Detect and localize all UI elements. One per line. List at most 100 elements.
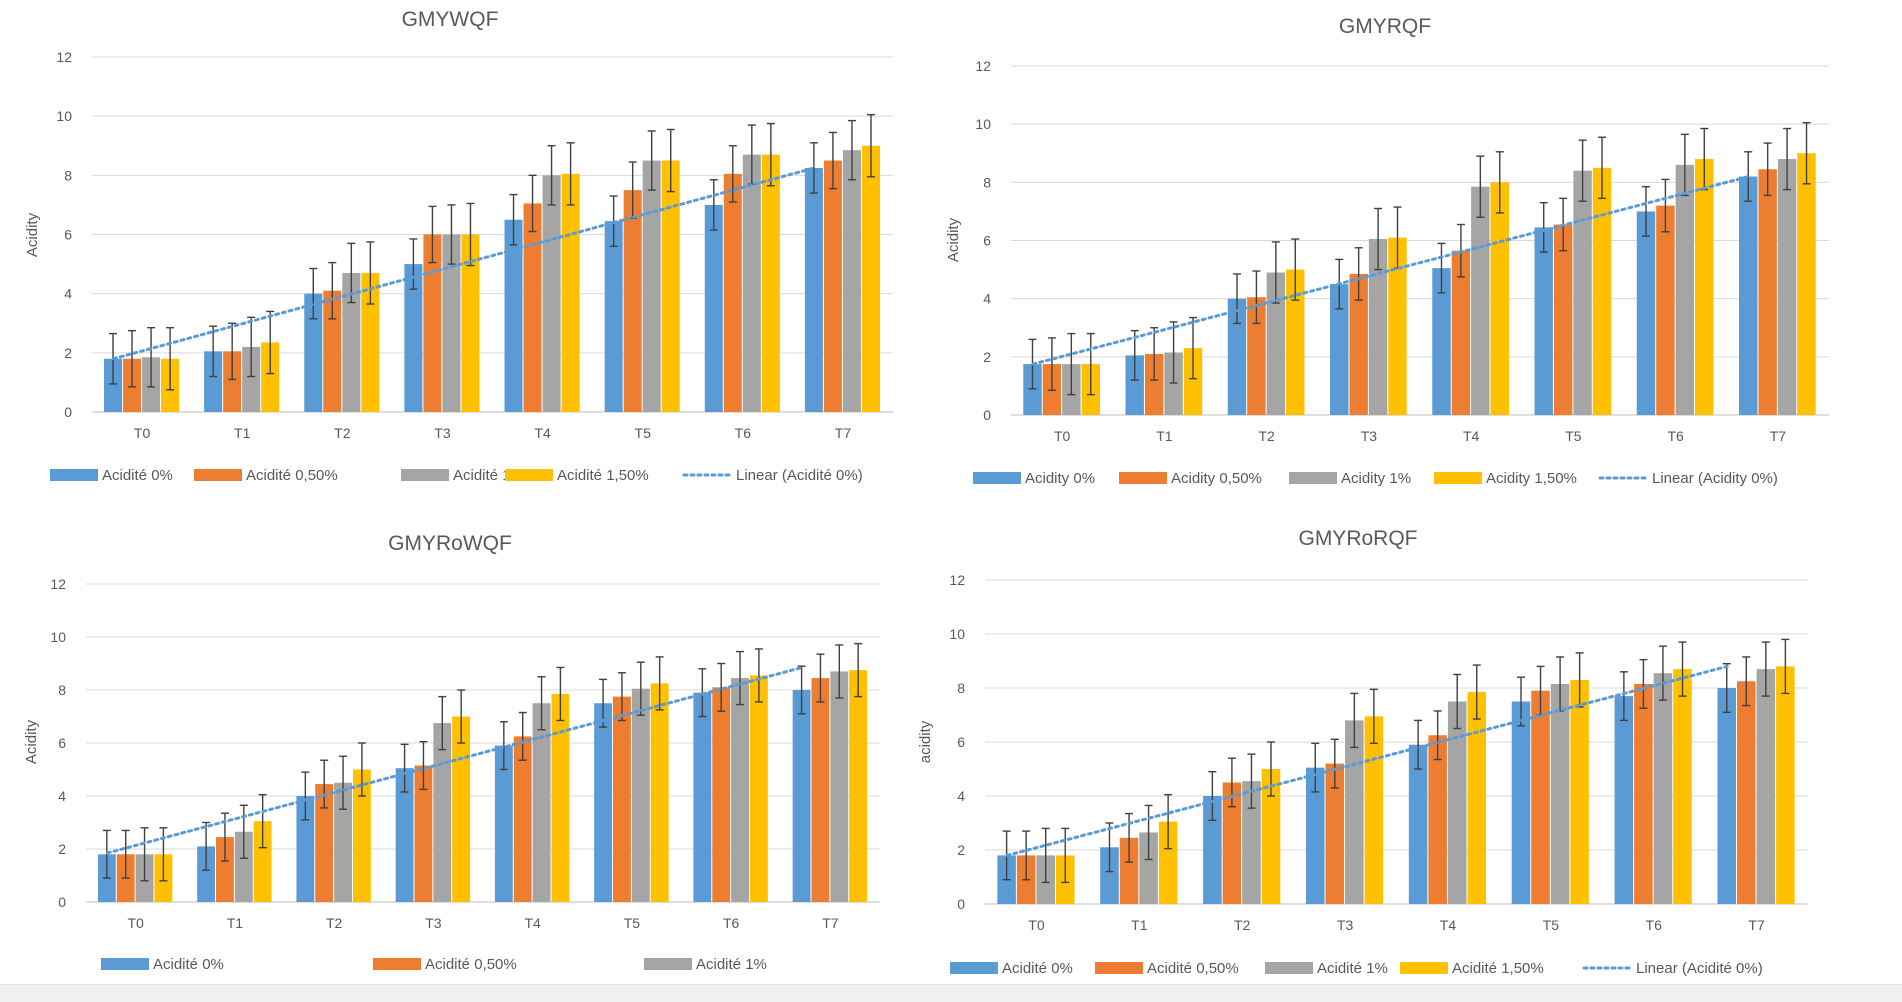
bar-T2-s0 <box>1227 298 1247 415</box>
y-tick-label: 4 <box>64 286 72 302</box>
bar-T5-s0 <box>1534 227 1553 415</box>
bar-T1-s1 <box>1119 837 1139 904</box>
bar-T7-s3 <box>849 670 868 902</box>
bar-T1-s3 <box>1183 348 1203 415</box>
bar-T7-s3 <box>1797 153 1816 415</box>
legend-label: Acidité 1,50% <box>557 467 649 484</box>
chart-title: GMYWQF <box>402 8 499 31</box>
legend-swatch <box>373 958 421 970</box>
y-tick-label: 2 <box>983 349 991 365</box>
x-tick-label: T2 <box>1234 917 1251 933</box>
bar-T0-s0 <box>104 358 123 412</box>
y-tick-label: 12 <box>50 576 66 592</box>
bar-T6-s1 <box>712 687 731 902</box>
y-axis-label: Acidity <box>24 212 41 257</box>
bar-T6-s0 <box>1636 211 1656 415</box>
y-axis-label: Acidity <box>23 719 40 764</box>
bar-T4-s1 <box>513 736 532 902</box>
bar-T1-s2 <box>242 346 261 412</box>
legend-swatch <box>1265 962 1313 974</box>
bar-T4-s3 <box>1467 692 1487 904</box>
bar-T5-s1 <box>1553 224 1573 415</box>
x-tick-label: T5 <box>1565 428 1582 444</box>
y-tick-label: 10 <box>975 116 991 132</box>
y-tick-label: 6 <box>58 735 66 751</box>
bar-T3-s2 <box>442 234 461 412</box>
bar-T1-s2 <box>234 831 253 902</box>
legend-label: Acidité 0% <box>1002 960 1073 977</box>
x-tick-label: T0 <box>1054 428 1071 444</box>
bar-T6-s2 <box>1653 673 1673 904</box>
legend-label: Acidité 1% <box>1317 960 1388 977</box>
legend-swatch <box>505 469 553 481</box>
bar-T4-s0 <box>1432 268 1451 415</box>
legend-swatch <box>401 469 449 481</box>
bar-T1-s0 <box>204 351 223 412</box>
legend-label: Acidité 0% <box>102 467 173 484</box>
y-tick-label: 0 <box>983 407 991 423</box>
bar-T1-s2 <box>1164 352 1183 415</box>
bar-T3-s0 <box>404 264 423 412</box>
legend-label: Acidité 1,50% <box>1452 960 1544 977</box>
y-tick-label: 10 <box>50 629 66 645</box>
bar-T6-s0 <box>704 204 723 412</box>
bar-T5-s2 <box>1550 683 1570 904</box>
window-bottom-strip <box>0 984 1902 1002</box>
bar-T5-s2 <box>642 160 661 412</box>
bar-T1-s1 <box>223 351 242 412</box>
x-tick-label: T1 <box>1156 428 1173 444</box>
bar-T4-s1 <box>1428 735 1447 904</box>
bar-T1-s0 <box>1100 847 1119 904</box>
bar-T4-s0 <box>504 219 523 412</box>
legend-swatch <box>644 958 692 970</box>
legend-swatch <box>194 469 242 481</box>
y-tick-label: 8 <box>957 680 965 696</box>
legend-swatch <box>1095 962 1143 974</box>
bar-T2-s3 <box>361 272 380 412</box>
bar-T1-s3 <box>261 342 280 412</box>
bar-T2-s2 <box>334 782 352 902</box>
bar-T4-s0 <box>494 745 513 902</box>
bar-T3-s1 <box>1349 273 1368 415</box>
bar-T3-s1 <box>414 765 433 902</box>
x-tick-label: T1 <box>1131 917 1148 933</box>
bar-T2-s1 <box>315 784 334 902</box>
bar-T1-s2 <box>1139 832 1158 904</box>
y-tick-label: 10 <box>56 108 72 124</box>
legend-label: Linear (Acidity 0%) <box>1652 470 1778 487</box>
y-tick-label: 8 <box>58 682 66 698</box>
bar-T0-s0 <box>1023 364 1042 415</box>
y-tick-label: 8 <box>64 167 72 183</box>
bar-T6-s1 <box>1656 205 1675 415</box>
bar-T2-s1 <box>1222 782 1242 904</box>
bar-T7-s1 <box>823 160 842 412</box>
y-tick-label: 4 <box>957 788 965 804</box>
bar-T6-s2 <box>731 678 749 902</box>
bar-T4-s3 <box>561 173 580 412</box>
y-tick-label: 2 <box>58 841 66 857</box>
legend-label: Acidité 0,50% <box>246 467 338 484</box>
bar-T4-s1 <box>1451 250 1471 415</box>
bar-T3-s2 <box>433 723 452 902</box>
bar-T4-s2 <box>1471 186 1490 415</box>
bar-T6-s3 <box>761 154 780 412</box>
bar-T3-s3 <box>1364 716 1384 904</box>
trendline <box>1031 175 1751 366</box>
bar-T2-s2 <box>1266 272 1286 415</box>
chart-title: GMYRoRQF <box>1298 527 1417 550</box>
legend-label: Acidity 1% <box>1341 470 1411 487</box>
bar-T3-s0 <box>1305 767 1325 904</box>
x-tick-label: T3 <box>1361 428 1378 444</box>
bar-T7-s1 <box>1737 681 1756 904</box>
bar-T7-s3 <box>861 145 880 412</box>
bar-T4-s2 <box>542 175 561 412</box>
bar-T5-s2 <box>1573 170 1592 415</box>
bar-T5-s0 <box>604 221 623 412</box>
x-tick-label: T7 <box>835 425 852 441</box>
x-tick-label: T7 <box>822 915 839 931</box>
bar-T3-s0 <box>1330 284 1349 415</box>
bar-T5-s1 <box>623 190 642 412</box>
bar-T4-s2 <box>532 703 551 902</box>
bar-T2-s3 <box>1286 269 1305 415</box>
bar-T6-s1 <box>723 173 742 412</box>
